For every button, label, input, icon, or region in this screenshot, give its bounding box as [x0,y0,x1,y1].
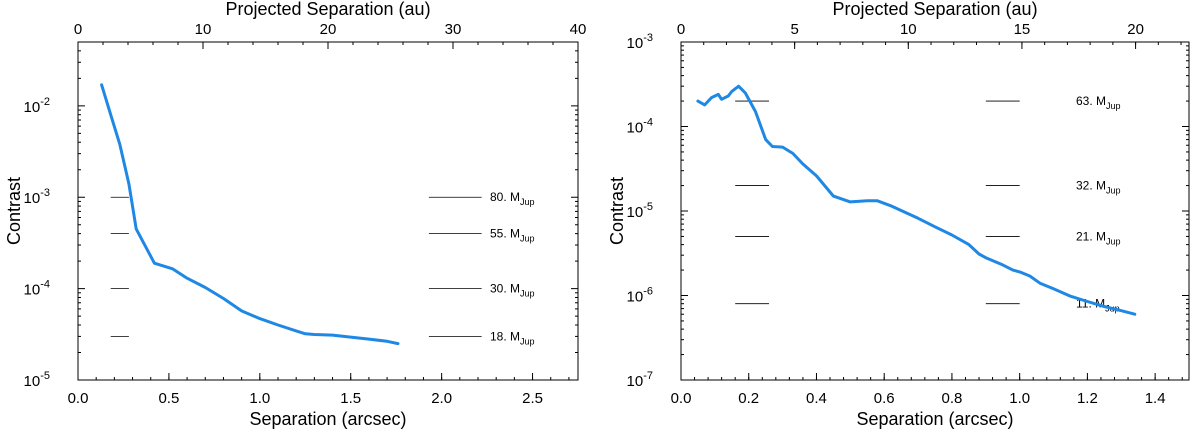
y-tick-label: 10-6 [627,286,653,306]
x2-tick-label: 10 [900,21,917,38]
x-tick-label: 0.0 [671,390,692,407]
x-axis-title: Separation (arcsec) [249,409,406,429]
y-tick-label: 10-5 [627,201,653,221]
mass-label: 55. MJup [490,227,535,244]
x2-tick-label: 40 [570,21,587,38]
x2-tick-label: 0 [74,21,82,38]
x-tick-label: 0.4 [806,390,827,407]
y-tick-label: 10-4 [24,279,50,299]
y-tick-label: 10-3 [627,32,653,52]
x2-tick-label: 20 [320,21,337,38]
y-tick-label: 10-4 [627,117,653,137]
x2-axis-title: Projected Separation (au) [832,0,1037,19]
x-tick-label: 1.2 [1077,390,1098,407]
x2-tick-label: 15 [1014,21,1031,38]
x-tick-label: 1.5 [340,390,361,407]
x-axis-title: Separation (arcsec) [856,409,1013,429]
right-contrast-panel: 0.0 0.2 0.4 0.6 0.8 1.0 1.2 1.4 0 5 10 15 20 10-7 10-6… [607,0,1190,429]
mass-label: 18. MJup [490,329,535,346]
mass-label: 32. MJup [1076,179,1121,196]
x-tick-label: 1.0 [1009,390,1030,407]
x-tick-label: 0.0 [68,390,89,407]
contrast-curve-line [100,83,400,346]
x-tick-label: 2.0 [431,390,452,407]
x-tick-label: 0.5 [158,390,179,407]
x2-tick-label: 5 [790,21,798,38]
plot-frame [680,41,1190,381]
x2-tick-label: 20 [1127,21,1144,38]
y-axis-title: Contrast [4,177,24,245]
mass-label: 63. MJup [1076,94,1121,111]
y-tick-label: 10-7 [627,370,653,390]
x2-tick-label: 10 [195,21,212,38]
x-tick-label: 1.4 [1145,390,1166,407]
y-tick-label: 10-5 [24,370,50,390]
mass-label: 21. MJup [1076,229,1121,246]
y-tick-label: 10-3 [24,187,50,207]
mass-label: 30. MJup [490,282,535,299]
x2-tick-label: 30 [445,21,462,38]
x-tick-label: 0.6 [874,390,895,407]
x-tick-label: 0.8 [942,390,963,407]
x2-tick-label: 0 [677,21,685,38]
x-tick-label: 0.2 [738,390,759,407]
x-tick-label: 1.0 [249,390,270,407]
y-tick-label: 10-2 [24,96,50,116]
y-axis-title: Contrast [607,177,627,245]
contrast-curve-line [696,84,1137,316]
x-tick-label: 2.5 [522,390,543,407]
mass-label: 80. MJup [490,190,535,207]
left-contrast-panel: 0.0 0.5 1.0 1.5 2.0 2.5 0 10 20 30 40 10-5 10-4 10-3 1… [4,0,586,429]
x2-axis-title: Projected Separation (au) [225,0,430,19]
